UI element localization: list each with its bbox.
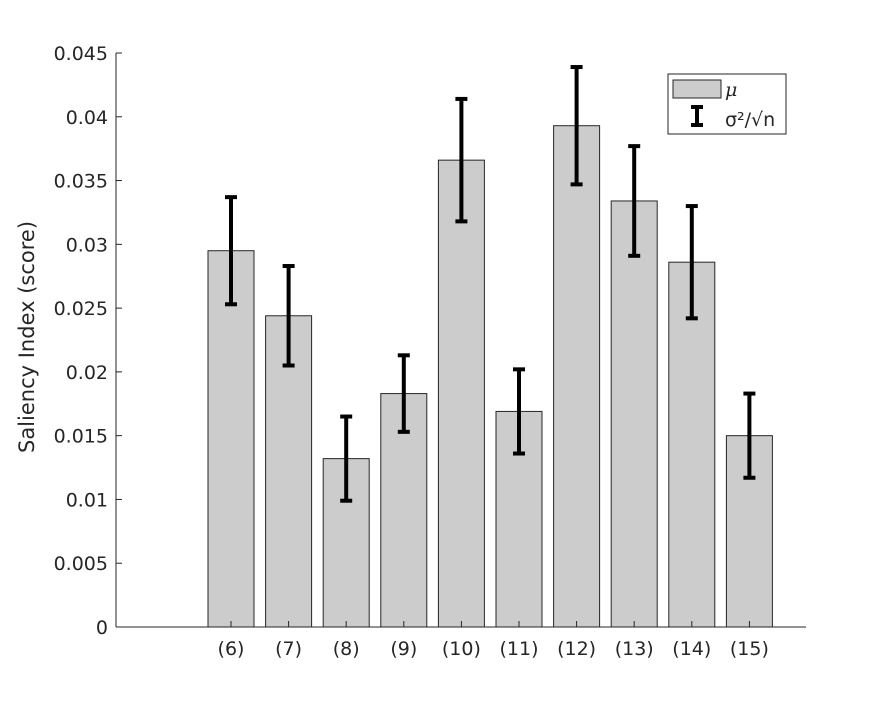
x-tick-label: (8)	[333, 638, 360, 660]
y-tick-label: 0.025	[54, 298, 108, 320]
y-axis-label: Saliency Index (score)	[15, 221, 39, 453]
y-tick-label: 0.02	[66, 362, 108, 384]
bar	[207, 250, 255, 628]
bars-layer	[207, 125, 773, 628]
y-tick-label: 0.015	[54, 426, 108, 448]
legend-swatch-mean	[672, 79, 722, 99]
error-bar	[397, 353, 410, 434]
error-bar	[282, 264, 295, 368]
x-ticks-layer: (6) (7) (8) (9) (10) (11) (12) (13) (14) (15)	[218, 621, 769, 660]
x-tick-label: (13)	[615, 638, 654, 660]
error-bar	[340, 414, 353, 503]
x-tick-label: (12)	[557, 638, 596, 660]
legend: μ σ²/√n	[667, 73, 787, 135]
x-tick-label: (6)	[218, 638, 245, 660]
y-ticks-layer: 0 0.005 0.01 0.015 0.02 0.025 0.03 0.035 0.04 0.0…	[54, 43, 122, 639]
legend-label-error: σ²/√n	[725, 109, 775, 131]
y-tick-label: 0.045	[54, 43, 108, 65]
error-bar	[225, 195, 237, 307]
bar	[265, 315, 313, 628]
error-bar	[513, 367, 525, 456]
y-tick-label: 0.035	[54, 171, 108, 193]
y-tick-label: 0.04	[66, 107, 108, 129]
bar	[553, 125, 601, 628]
bar	[610, 200, 658, 628]
bar	[668, 261, 716, 628]
x-tick-label: (9)	[390, 638, 417, 660]
x-tick-label: (10)	[442, 638, 481, 660]
y-tick-label: 0.01	[66, 489, 108, 511]
bar	[437, 159, 485, 628]
error-bars-layer	[225, 65, 756, 503]
legend-label-mean: μ	[725, 79, 737, 101]
error-bar	[628, 144, 641, 258]
x-tick-label: (15)	[730, 638, 769, 660]
y-tick-label: 0.03	[66, 234, 108, 256]
error-bar	[570, 65, 583, 187]
y-tick-label: 0.005	[54, 553, 108, 575]
y-tick-label: 0	[96, 617, 108, 639]
x-tick-label: (14)	[672, 638, 711, 660]
legend-errorbar-icon	[691, 105, 703, 127]
x-tick-label: (7)	[275, 638, 302, 660]
error-bar	[685, 204, 698, 321]
x-tick-label: (11)	[499, 638, 538, 660]
error-bar	[743, 391, 756, 480]
error-bar	[455, 96, 468, 224]
